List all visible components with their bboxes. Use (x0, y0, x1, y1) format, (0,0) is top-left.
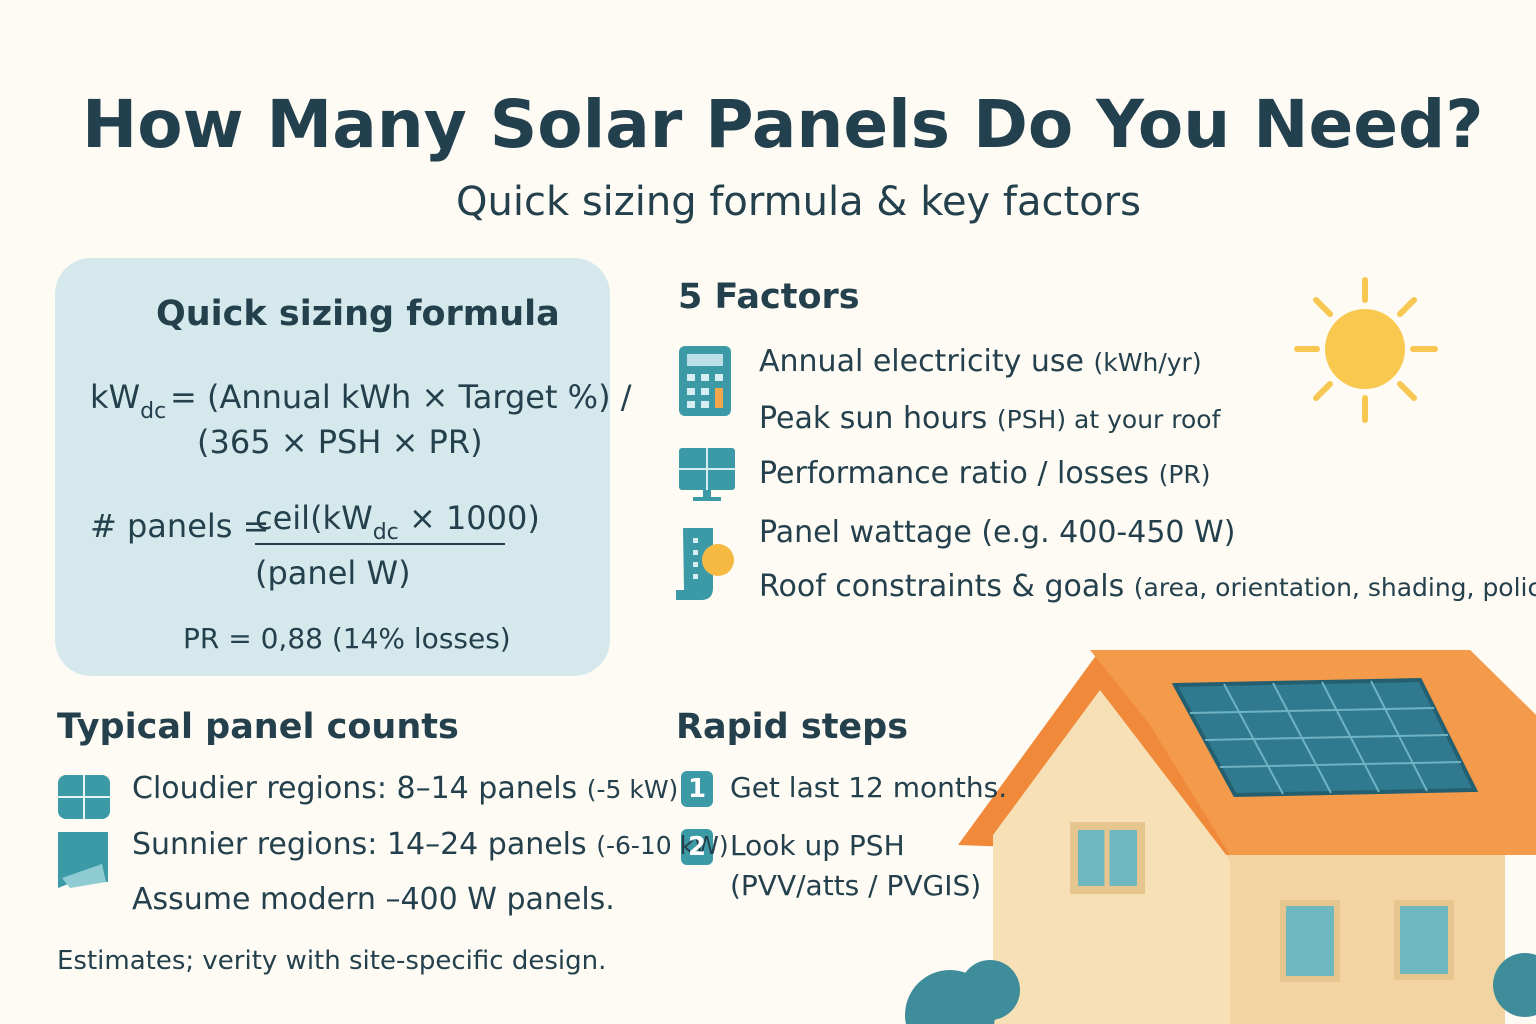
item-main: Performance ratio / losses (759, 456, 1150, 491)
list-item: Peak sun hours (PSH) at your roof (759, 404, 1220, 434)
formula-text: kW (90, 378, 141, 416)
step-number: 2 (687, 832, 707, 862)
subtitle: Quick sizing formula & key factors (456, 179, 1141, 225)
step-badge (681, 829, 713, 865)
section-title: Typical panel counts (57, 707, 459, 747)
item-main: Sunnier regions: 14–24 panels (132, 827, 587, 862)
item-main: Panel wattage (e.g. 400-450 W) (759, 515, 1236, 550)
item-main: Assume modern –400 W panels. (132, 882, 615, 917)
panel-count-icon (58, 832, 108, 888)
formula-text: × 1000) (408, 499, 540, 537)
formula-text: = (Annual kWh × Target %) / (170, 378, 632, 416)
panel-count-icon (58, 775, 110, 819)
subscript: dc (372, 520, 399, 545)
calculator-icon (679, 346, 731, 416)
list-item: Performance ratio / losses (PR) (759, 459, 1211, 489)
formula-box (55, 258, 610, 676)
section-title: Rapid steps (676, 707, 909, 747)
footnote: Estimates; verity with site-specific des… (57, 946, 607, 976)
house (905, 650, 1536, 1024)
title: How Many Solar Panels Do You Need? (82, 86, 1484, 163)
list-item: Cloudier regions: 8–14 panels (-5 kW) (132, 774, 678, 804)
meter-icon (676, 528, 734, 600)
item-detail: (PSH) at your roof (996, 405, 1221, 434)
item-detail: (-6-10 kW) (596, 831, 729, 860)
item-detail: (PR) (1158, 460, 1211, 489)
step-number: 1 (687, 774, 707, 804)
list-item: Sunnier regions: 14–24 panels (-6-10 kW) (132, 830, 729, 860)
item-main: Roof constraints & goals (759, 569, 1125, 604)
formula-title: Quick sizing formula (156, 294, 560, 334)
item-main: Peak sun hours (759, 401, 988, 436)
list-item: Roof constraints & goals (area, orientat… (759, 572, 1536, 602)
list-item: Annual electricity use (kWh/yr) (759, 347, 1202, 377)
step-text: Look up PSH (730, 829, 905, 862)
item-main: Annual electricity use (759, 344, 1084, 379)
formula-text: kWdc (90, 378, 166, 423)
list-item: Assume modern –400 W panels. (132, 885, 615, 915)
formula-text: (365 × PSH × PR) (197, 423, 483, 461)
sun (1294, 277, 1438, 423)
item-main: Cloudier regions: 8–14 panels (132, 771, 578, 806)
item-detail: (kWh/yr) (1093, 348, 1202, 377)
list-item: Panel wattage (e.g. 400-450 W) (759, 518, 1235, 548)
item-detail: (area, orientation, shading, policy) (1133, 573, 1536, 602)
step-text: Get last 12 months. (730, 771, 1008, 804)
formula-text: # panels = (90, 507, 270, 545)
formula-text: ceil(kWdc × 1000) (255, 499, 540, 544)
formula-text: (panel W) (255, 554, 411, 592)
step-badge (681, 771, 713, 807)
pr-note: PR = 0,88 (14% losses) (183, 622, 511, 655)
formula-text: ceil(kW (255, 499, 373, 537)
subscript: dc (140, 399, 167, 424)
item-detail: (-5 kW) (586, 775, 679, 804)
section-title: 5 Factors (678, 277, 860, 317)
step-text: (PVV/atts / PVGIS) (730, 869, 982, 902)
panel-icon (679, 448, 735, 501)
